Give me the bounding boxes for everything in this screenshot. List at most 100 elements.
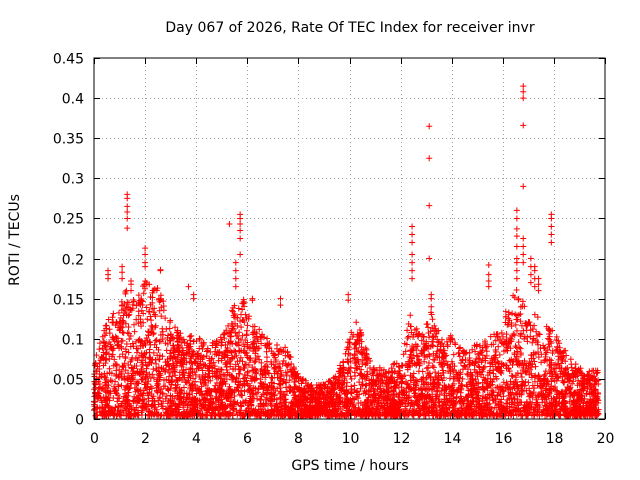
data-point [96,340,103,347]
data-point [407,372,414,379]
data-point [457,344,464,351]
data-point [145,308,152,315]
data-point [143,304,150,311]
data-point [247,344,254,351]
data-point [163,392,170,399]
data-point [162,315,169,322]
data-point [509,373,516,380]
data-point [555,353,562,360]
data-point [542,368,549,375]
grid [94,58,605,419]
data-point [395,363,402,370]
data-point [156,394,163,401]
data-point [282,352,289,359]
data-point [141,285,148,292]
data-point [122,367,129,374]
data-point [154,285,161,292]
data-point [356,326,363,333]
data-point [454,374,461,381]
data-point [167,403,174,410]
data-point [436,391,443,398]
data-point [243,361,250,368]
data-point [353,319,360,326]
data-point [363,346,370,353]
data-point [456,398,463,405]
data-point [152,356,159,363]
data-point [164,332,171,339]
data-point [347,373,354,380]
data-point [421,344,428,351]
data-point [203,353,210,360]
data-point [346,339,353,346]
data-point [459,375,466,382]
data-point [227,409,234,416]
data-point [166,325,173,332]
data-point [125,299,132,306]
data-point [138,365,145,372]
data-point [496,383,503,390]
data-point [211,363,218,370]
data-point [457,359,464,366]
data-point [251,359,258,366]
data-point [438,388,445,395]
data-point [459,357,466,364]
data-point [159,353,166,360]
data-points [91,83,602,419]
data-point [541,372,548,379]
data-point [446,364,453,371]
data-point [270,352,277,359]
data-point [113,387,120,394]
data-point [238,392,245,399]
data-point [169,342,176,349]
data-point [405,321,412,328]
data-point [133,363,140,370]
data-point [534,314,541,321]
data-point [512,321,519,328]
data-point [232,340,239,347]
data-point [461,362,468,369]
data-point [505,365,512,372]
data-point [529,339,536,346]
data-point [187,373,194,380]
data-point [524,334,531,341]
data-point [533,396,540,403]
data-point [114,342,121,349]
data-point [105,316,112,323]
data-point [495,402,502,409]
data-point [262,380,269,387]
data-point [407,377,414,384]
data-point [258,359,265,366]
data-point [538,351,545,358]
data-point [130,343,137,350]
data-point [152,337,159,344]
data-point [523,368,530,375]
data-point [410,334,417,341]
data-point [421,358,428,365]
data-point [351,382,358,389]
data-point [167,331,174,338]
data-point [433,373,440,380]
data-point [567,356,574,363]
data-point [159,391,166,398]
data-point [345,365,352,372]
data-point [432,369,439,376]
data-point [236,347,243,354]
data-point [160,383,167,390]
data-point [236,329,243,336]
data-point [146,349,153,356]
data-point [426,359,433,366]
data-point [245,315,252,322]
data-point [224,369,231,376]
data-point [526,399,533,406]
data-point [412,341,419,348]
data-point [263,348,270,355]
data-point [288,368,295,375]
data-point [481,363,488,370]
data-point [515,296,522,303]
data-point [441,382,448,389]
data-point [491,404,498,411]
data-point [242,311,249,318]
data-point [514,385,521,392]
data-point [443,352,450,359]
